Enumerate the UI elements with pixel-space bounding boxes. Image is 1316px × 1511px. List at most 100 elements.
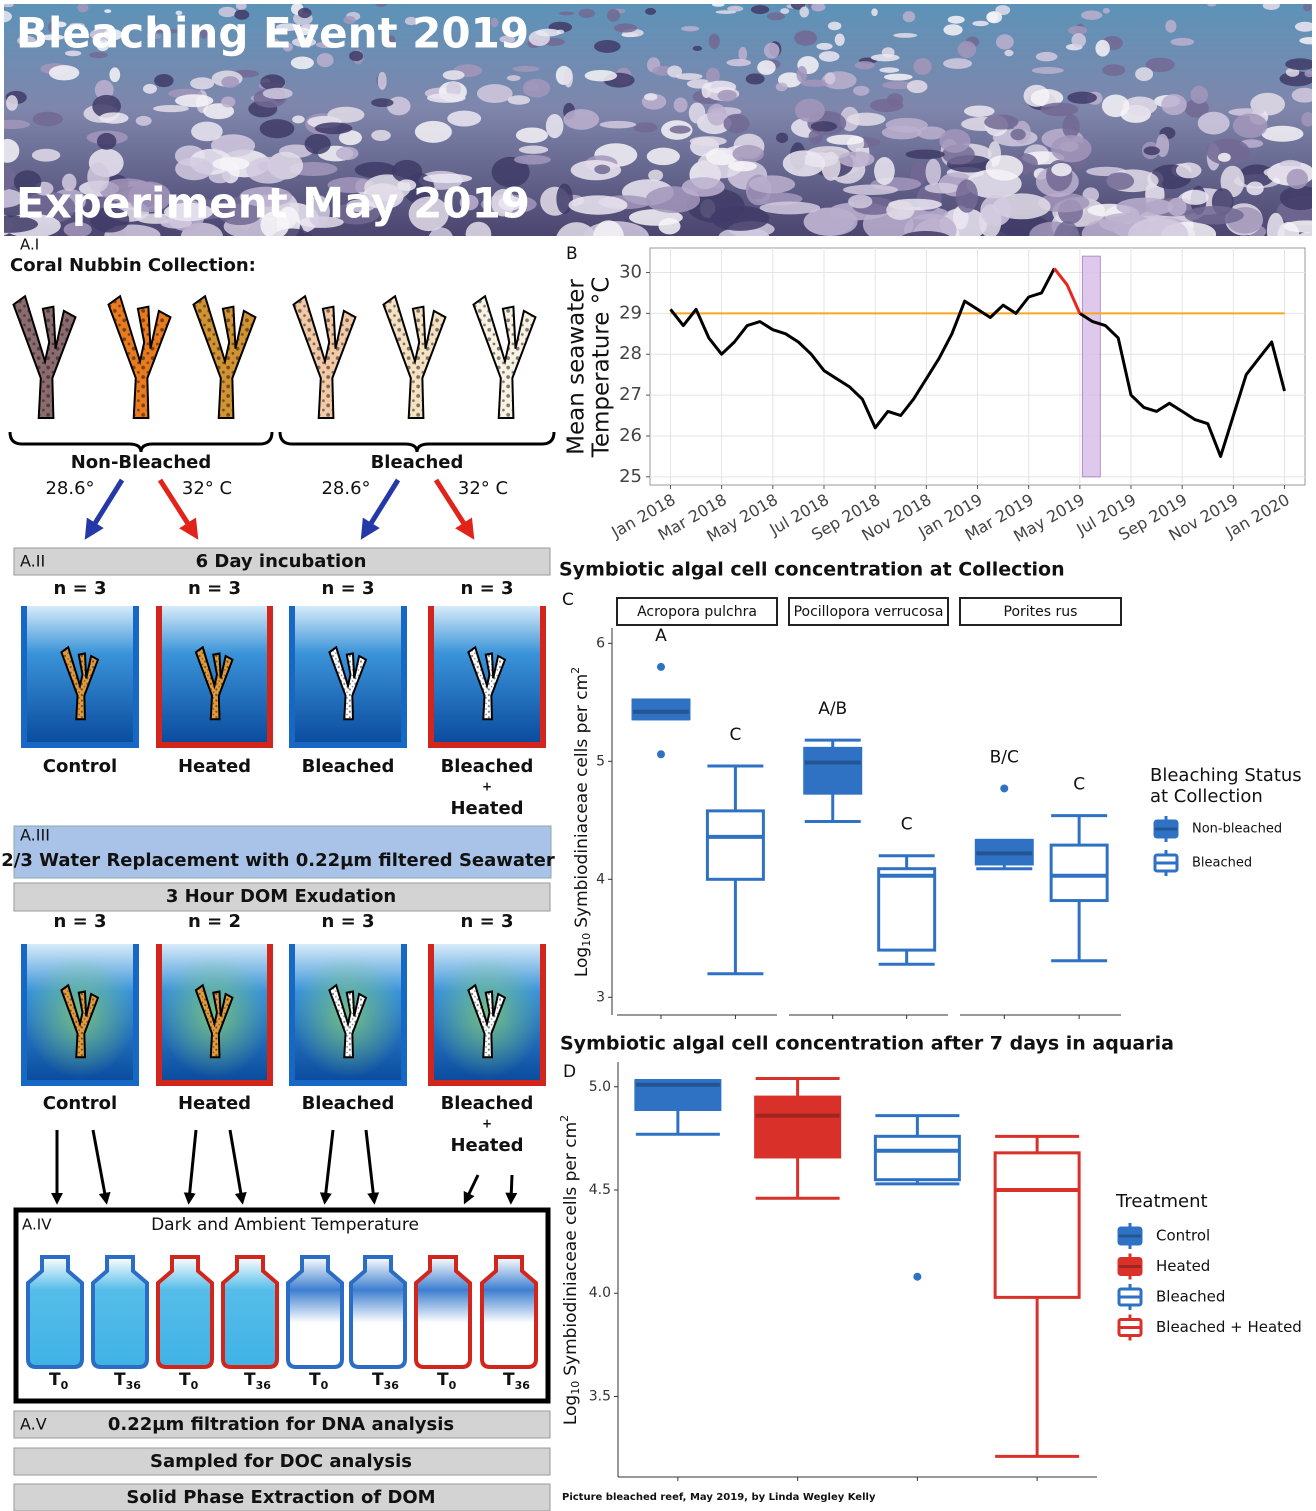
coral-blob: [1067, 25, 1088, 35]
header-subtitle: Experiment May 2019: [16, 179, 530, 228]
coral-blob: [491, 156, 530, 188]
coral-blob: [1040, 102, 1079, 117]
coral-blob: [371, 129, 391, 141]
coral-blob: [17, 35, 36, 46]
time: T: [309, 1370, 321, 1390]
coral-blob: [260, 211, 290, 236]
tank-label: Control: [43, 1093, 117, 1114]
coral-blob: [1051, 163, 1072, 177]
coral-blob: [1301, 112, 1312, 127]
coral-blob: [980, 195, 1012, 227]
coral-blob: [212, 157, 250, 171]
time-sub: 0: [191, 1379, 199, 1392]
coral-blob: [594, 40, 621, 53]
legend-label: Heated: [1156, 1257, 1210, 1275]
y-tick-label: 29: [619, 302, 642, 323]
coral-blob: [1283, 220, 1312, 233]
coral-blob: [262, 87, 293, 100]
coral-blob: [1054, 220, 1080, 236]
coral-blob: [371, 98, 394, 108]
tank-label: Bleached: [302, 1093, 395, 1114]
exudate: [25, 954, 135, 1078]
coral-blob: [559, 11, 575, 16]
coral-blob: [794, 30, 818, 46]
coral-blob: [913, 58, 932, 75]
coral-blob: [146, 34, 162, 39]
coral-blob: [893, 32, 918, 38]
coral-blob: [96, 132, 117, 150]
coral-blob: [1286, 168, 1309, 189]
coral-spots: [383, 296, 446, 418]
tank-water: [295, 606, 401, 742]
coral-blob: [490, 17, 499, 28]
label-sub: 10: [569, 1381, 582, 1395]
coral-blob: [692, 45, 703, 52]
coral-blob: [645, 7, 657, 15]
coral-blob: [386, 96, 411, 116]
coral-blob: [234, 9, 250, 20]
bottle-label: T0: [49, 1370, 69, 1392]
box: [803, 746, 863, 795]
coral-spots: [329, 647, 366, 720]
sample-size: n = 3: [461, 911, 514, 932]
step-bar: [13, 1410, 551, 1439]
coral-blob: [499, 35, 516, 44]
coral-blob: [77, 4, 89, 13]
coral-blob: [507, 95, 531, 105]
facet-strip: [959, 597, 1122, 626]
bottle-label: T0: [179, 1370, 199, 1392]
coral-blob: [925, 158, 941, 186]
coral-blob: [522, 78, 551, 98]
coral-blob: [816, 42, 833, 50]
chart-title: Symbiotic algal cell concentration at Co…: [559, 559, 1065, 581]
coral-blob: [414, 120, 452, 143]
coral-blob: [673, 97, 688, 113]
coral-blob: [343, 15, 356, 25]
bottle: [286, 1255, 344, 1369]
coral-blob: [426, 93, 466, 103]
y-tick-label: 5.0: [589, 1079, 611, 1095]
coral-blob: [221, 76, 240, 89]
coral-blob: [39, 34, 65, 41]
coral-blob: [377, 71, 387, 90]
coral-blob: [1170, 37, 1195, 46]
y-tick-label: 30: [619, 262, 642, 283]
tank-label: +: [482, 780, 492, 794]
coral-blob: [4, 164, 16, 191]
coral-blob: [4, 215, 38, 233]
coral-blob: [459, 194, 479, 211]
tank-label: Heated: [450, 798, 523, 819]
coral-blob: [31, 148, 61, 162]
coral-blob: [799, 6, 810, 18]
coral-blob: [465, 221, 492, 236]
y-tick-label: 3.5: [589, 1388, 611, 1404]
coral-blob: [1262, 4, 1280, 10]
arrow: [91, 1129, 111, 1205]
coral-blob: [728, 160, 757, 172]
coral-blob: [1304, 70, 1312, 78]
coral-blob: [723, 113, 750, 134]
coral-blob: [556, 183, 573, 215]
sample-size: n = 3: [461, 578, 514, 599]
coral-blob: [759, 201, 821, 215]
coral-blob: [506, 75, 521, 81]
sample-size: n = 3: [54, 911, 107, 932]
coral-blob: [1190, 85, 1208, 104]
coral-blob: [327, 106, 365, 123]
time: T: [503, 1370, 515, 1390]
chart-title: Symbiotic algal cell concentration after…: [560, 1033, 1174, 1055]
time-sub: 0: [321, 1379, 329, 1392]
coral-blob: [1207, 4, 1217, 7]
coral-blob: [1291, 87, 1312, 103]
coral-spots: [13, 296, 76, 418]
coral-blob: [515, 127, 548, 143]
bottle-label: T0: [437, 1370, 457, 1392]
coral-blob: [715, 10, 737, 14]
coral-blob: [732, 145, 764, 163]
coral-blob: [985, 155, 1024, 181]
sample-size: n = 3: [188, 578, 241, 599]
coral-blob: [397, 179, 417, 191]
legend-label: Control: [1156, 1227, 1210, 1245]
coral-spots: [329, 985, 366, 1058]
coral-blob: [4, 138, 20, 163]
